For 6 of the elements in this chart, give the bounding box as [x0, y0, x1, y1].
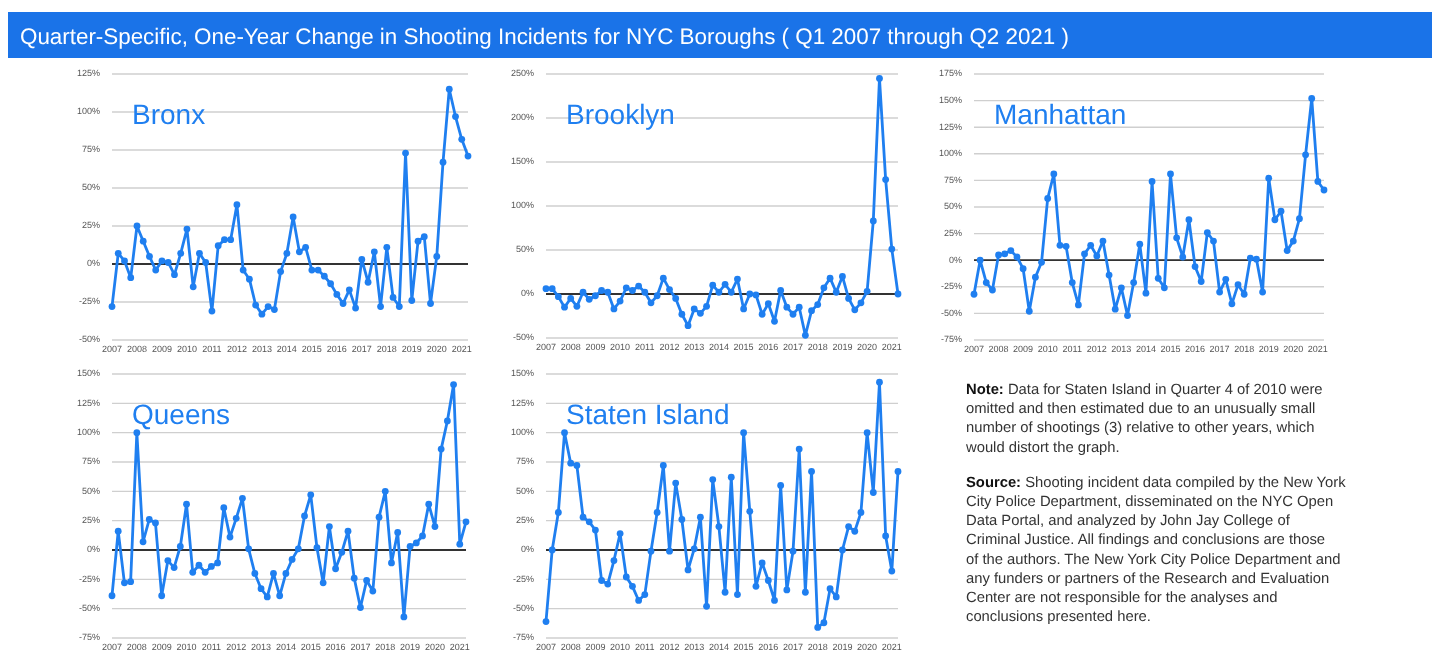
text: Manhattan [994, 98, 1127, 130]
text: Staten Island [566, 398, 730, 430]
text: Queens [132, 398, 231, 430]
text: Quarter-Specific, One-Year Change in Shooting Incidents for NYC Boroughs ( Q1 2007 through Q2 2021 ) [20, 26, 1070, 50]
text: Bronx [132, 98, 206, 130]
text: Brooklyn [566, 98, 675, 130]
